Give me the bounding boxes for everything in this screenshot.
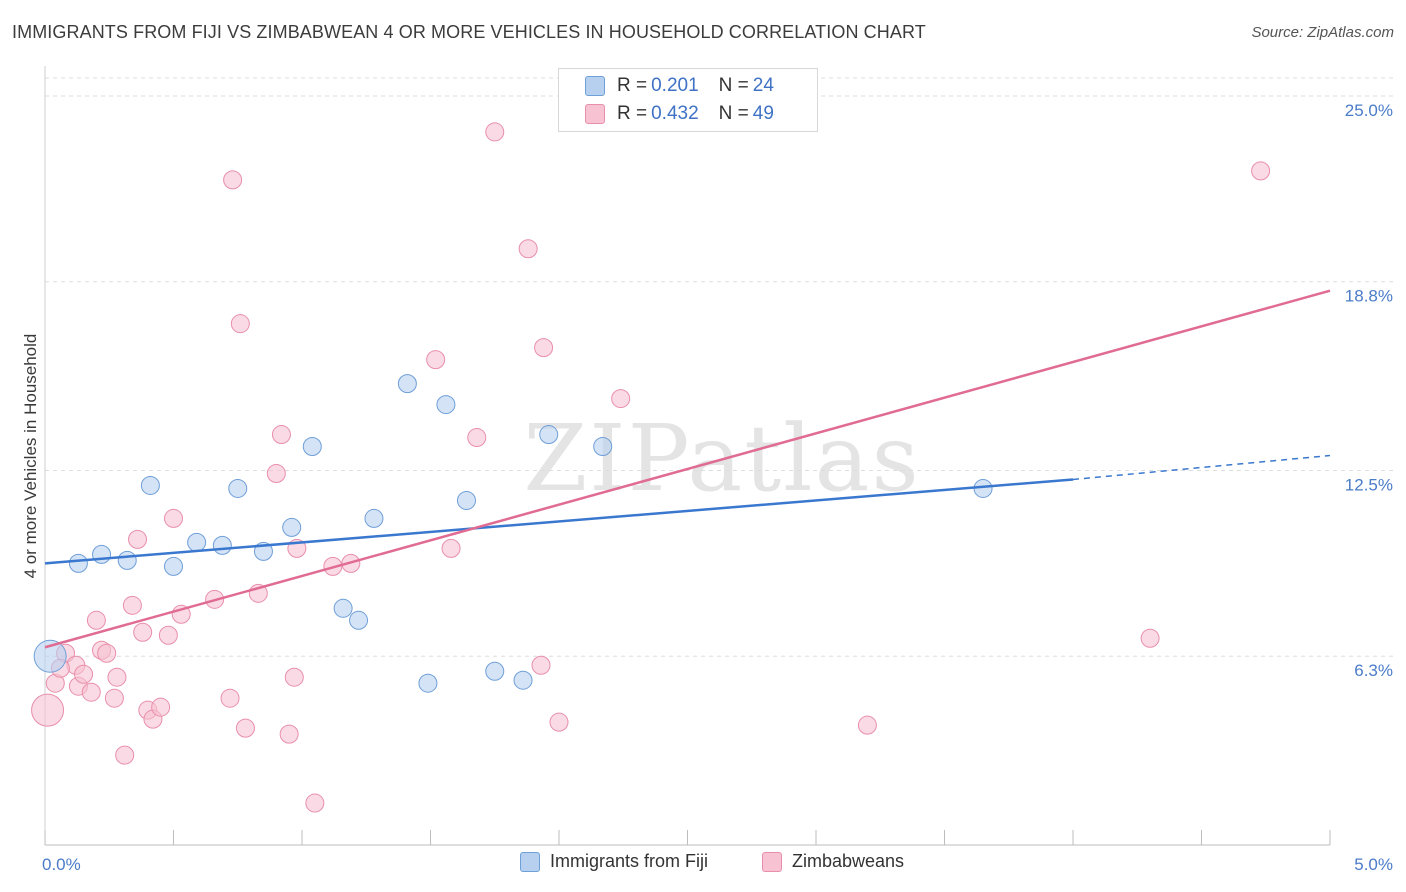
- bottom-legend-label-zimb: Zimbabweans: [792, 851, 905, 871]
- chart-title: IMMIGRANTS FROM FIJI VS ZIMBABWEAN 4 OR …: [12, 22, 926, 42]
- zimb-point: [220, 688, 240, 708]
- x-tick-label-max: 5.0%: [1354, 855, 1393, 874]
- zimb-point: [81, 682, 101, 702]
- zimb-point: [223, 170, 243, 190]
- tick-labels: 6.3% 12.5% 18.8% 25.0% 0.0% 5.0%: [42, 101, 1393, 874]
- legend-n-label-zimb: N =: [718, 103, 749, 124]
- zimb-point: [97, 643, 117, 663]
- zimb-point: [266, 463, 286, 483]
- zimb-point: [857, 715, 877, 735]
- fiji-point: [539, 425, 559, 445]
- fiji-trend-extension: [1072, 454, 1331, 481]
- fiji-point: [364, 508, 384, 528]
- bottom-legend-label-fiji: Immigrants from Fiji: [550, 851, 709, 871]
- fiji-point: [333, 598, 353, 618]
- zimb-point: [158, 625, 178, 645]
- zimb-point: [1140, 628, 1160, 648]
- zimb-point: [164, 508, 183, 528]
- fiji-point: [513, 670, 533, 690]
- legend-r-value-zimb: 0.432: [651, 103, 699, 124]
- y-tick-label: 6.3%: [1354, 661, 1393, 680]
- fiji-trend-line: [44, 478, 1074, 565]
- zimb-point: [271, 425, 291, 445]
- bottom-legend-swatch-fiji: [520, 851, 540, 872]
- y-axis-label: 4 or more Vehicles in Household: [21, 334, 40, 579]
- y-tick-label: 25.0%: [1345, 101, 1393, 120]
- fiji-point: [593, 437, 613, 457]
- x-tick-label-min: 0.0%: [42, 855, 81, 874]
- bottom-legend-swatch-zimb: [762, 851, 782, 872]
- fiji-point: [349, 610, 369, 630]
- legend-row-zimb: R = 0.432 N = 49: [585, 102, 774, 126]
- zimb-point: [549, 712, 569, 732]
- fiji-point: [282, 517, 302, 537]
- y-tick-label: 12.5%: [1345, 475, 1393, 494]
- bottom-legend-zimb: Zimbabweans: [762, 851, 904, 872]
- fiji-point: [68, 553, 88, 573]
- fiji-point: [436, 395, 456, 415]
- y-tick-label: 18.8%: [1345, 287, 1393, 306]
- fiji-point: [418, 673, 438, 693]
- zimb-point: [115, 745, 135, 765]
- legend-r-value-fiji: 0.201: [651, 75, 699, 96]
- zimb-point: [534, 338, 554, 358]
- fiji-point: [164, 556, 183, 576]
- zimb-point: [133, 622, 153, 642]
- zimb-point: [467, 428, 487, 448]
- fiji-point: [140, 475, 160, 495]
- bottom-legend-fiji: Immigrants from Fiji: [520, 851, 708, 872]
- zimb-point: [104, 688, 124, 708]
- legend-n-value-zimb: 49: [752, 103, 774, 124]
- zimb-point: [122, 595, 142, 615]
- zimb-point: [279, 724, 299, 744]
- zimb-point: [485, 122, 505, 142]
- fiji-point: [456, 490, 476, 510]
- zimb-point: [86, 610, 106, 630]
- gridlines: [45, 77, 1395, 657]
- zimb-point: [426, 350, 446, 370]
- zimb-point: [1251, 161, 1271, 181]
- legend-swatch-zimb: [585, 104, 605, 124]
- fiji-point: [117, 550, 137, 570]
- zimb-point: [611, 389, 631, 409]
- fiji-point: [397, 374, 417, 394]
- zimb-point: [531, 655, 551, 675]
- fiji-point: [33, 639, 67, 673]
- legend-swatch-fiji: [585, 76, 605, 96]
- zimb-trend-line: [44, 289, 1331, 649]
- zimb-point: [31, 693, 65, 727]
- zimb-point: [518, 239, 538, 259]
- fiji-point: [212, 535, 232, 555]
- fiji-point: [485, 661, 505, 681]
- zimb-point: [235, 718, 255, 738]
- trend-lines: [44, 289, 1331, 649]
- stats-legend: R = 0.201 N = 24 R = 0.432 N = 49: [558, 68, 818, 132]
- fiji-point: [302, 437, 322, 457]
- zimb-point: [107, 667, 127, 687]
- zimb-point: [441, 538, 461, 558]
- legend-r-label-zimb: R =: [617, 103, 648, 124]
- zimb-point: [151, 697, 171, 717]
- fiji-point: [187, 532, 207, 552]
- zimb-point: [305, 793, 325, 813]
- fiji-point: [228, 478, 248, 498]
- zimb-point: [128, 529, 148, 549]
- source-credit: Source: ZipAtlas.com: [1251, 24, 1394, 41]
- zimb-point: [284, 667, 304, 687]
- legend-n-value-fiji: 24: [752, 75, 774, 96]
- fiji-point: [92, 544, 112, 564]
- zimb-point: [230, 314, 250, 334]
- legend-row-fiji: R = 0.201 N = 24: [585, 74, 774, 98]
- legend-r-label-fiji: R =: [617, 75, 648, 96]
- zimb-point: [74, 664, 94, 684]
- legend-n-label-fiji: N =: [718, 75, 749, 96]
